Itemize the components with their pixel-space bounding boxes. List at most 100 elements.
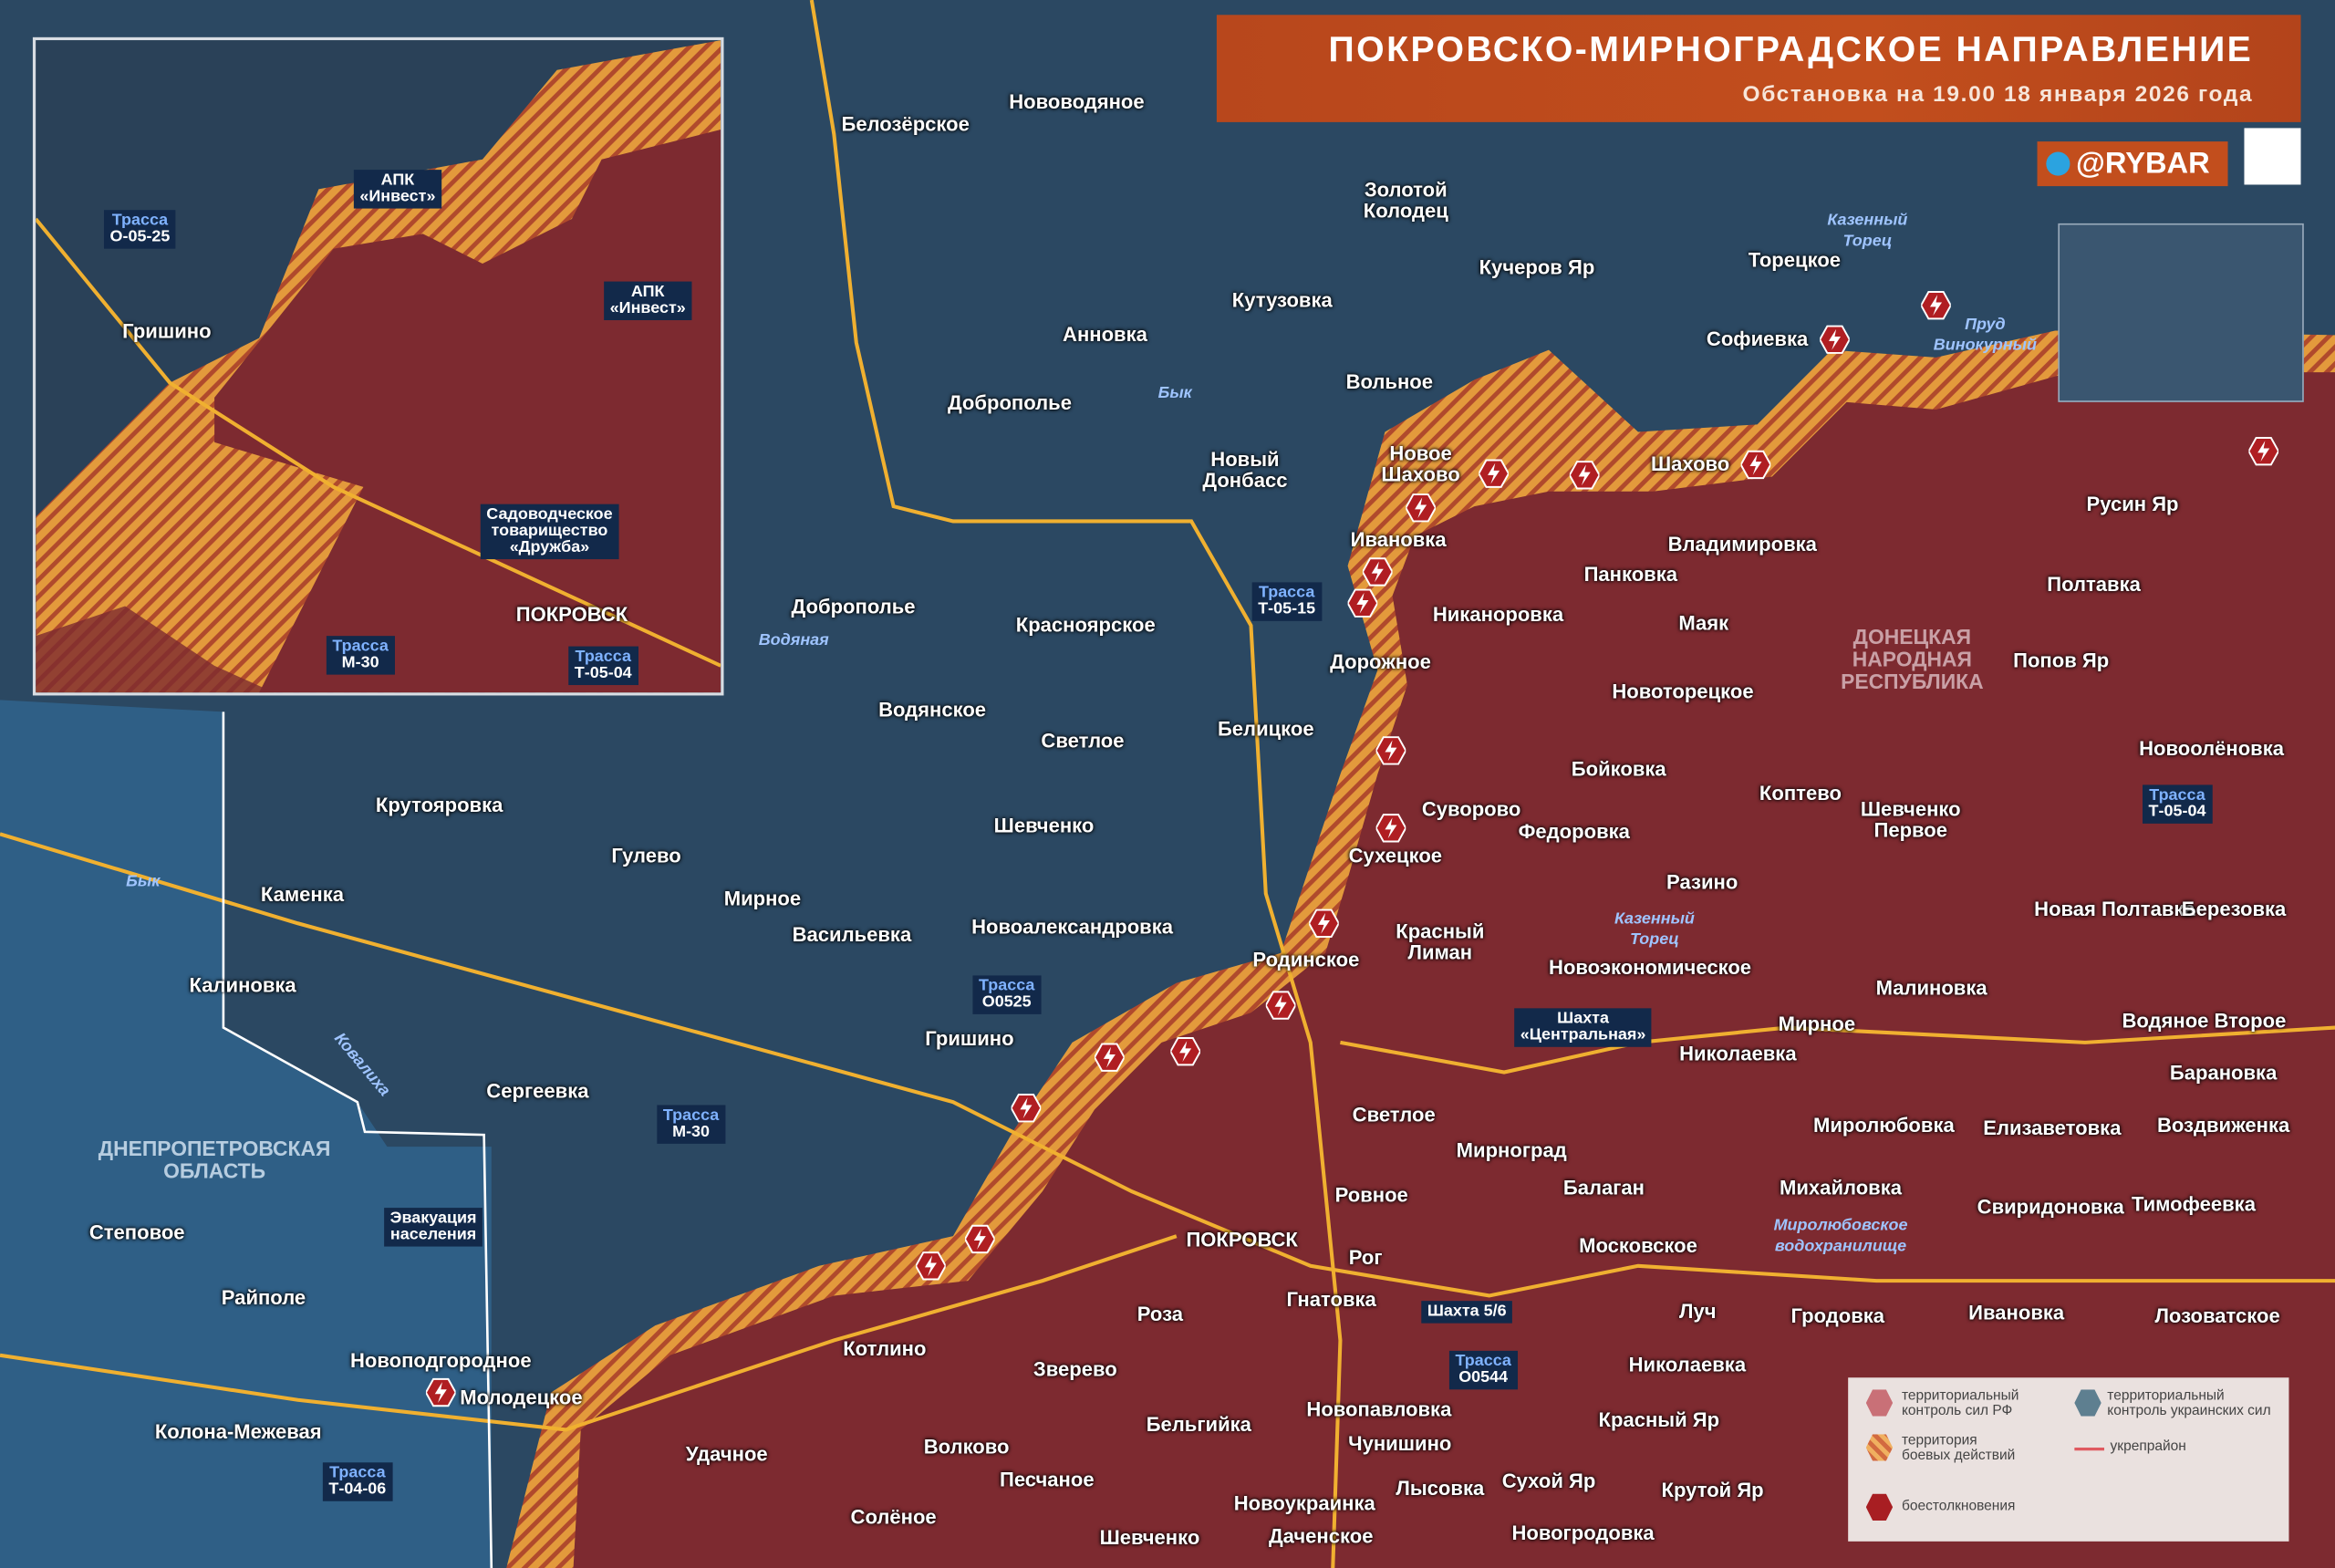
- place-label: Светлое: [1352, 1103, 1436, 1127]
- inset-territory: [36, 40, 721, 693]
- route-badge: Трасса О0544: [1448, 1350, 1518, 1390]
- place-label: Чунишино: [1348, 1432, 1452, 1456]
- legend-rf: территориальный контроль сил РФ: [1901, 1387, 2019, 1419]
- clash-icon: [1865, 1493, 1894, 1521]
- clash-icon: [2247, 436, 2280, 466]
- place-label: Гришино: [122, 320, 212, 343]
- place-label: Кучеров Яр: [1479, 255, 1595, 279]
- clash-icon: [1568, 461, 1601, 491]
- place-label: Никаноровка: [1432, 603, 1564, 626]
- route-badge: Трасса М-30: [657, 1105, 725, 1144]
- place-label: Зверево: [1033, 1358, 1117, 1381]
- place-label: Удачное: [685, 1443, 768, 1466]
- clash-icon: [1478, 459, 1510, 489]
- place-label: Березовка: [2181, 898, 2287, 921]
- place-label: Гришино: [925, 1027, 1014, 1051]
- place-label: Молодецкое: [460, 1386, 583, 1409]
- badge-value: Т-04-06: [328, 1480, 387, 1499]
- clash-icon: [1361, 557, 1394, 587]
- badge-label: Трасса: [662, 1106, 720, 1125]
- route-badge: Трасса Т-05-04: [568, 646, 638, 686]
- badge-value: АПК «Инвест»: [609, 283, 686, 317]
- clash-icon: [424, 1377, 457, 1407]
- place-label: Суворово: [1421, 798, 1521, 821]
- place-label: Доброполье: [947, 391, 1072, 414]
- clash-icon: [1375, 813, 1407, 843]
- combat-zone-swatch: [1865, 1434, 1894, 1461]
- badge-label: Трасса: [978, 977, 1035, 995]
- map-subtitle: Обстановка на 19.00 18 января 2026 года: [1742, 81, 2254, 108]
- badge-value: Шахта «Центральная»: [1520, 1009, 1646, 1044]
- river-label: Бык: [1157, 384, 1192, 402]
- place-label: Водянское: [878, 698, 987, 722]
- place-label: Мирное: [1778, 1012, 1856, 1035]
- place-label: Красный Яр: [1598, 1408, 1720, 1432]
- place-label: Миролюбовка: [1812, 1114, 1955, 1137]
- place-label: Крутой Яр: [1661, 1479, 1764, 1501]
- badge-label: Трасса: [1258, 584, 1315, 602]
- place-label: Софиевка: [1706, 327, 1809, 350]
- clash-icon: [1375, 736, 1407, 766]
- legend-fort: укрепрайон: [2110, 1438, 2186, 1456]
- place-label: Нововодяное: [1009, 90, 1145, 114]
- place-label: ПОКРОВСК: [515, 603, 628, 626]
- place-label: Ивановка: [1968, 1301, 2065, 1324]
- place-label: Каменка: [260, 883, 345, 906]
- legend-combat: территория боевых действий: [1901, 1432, 2016, 1464]
- river-label: Водяная: [758, 631, 829, 649]
- place-label: Шахово: [1650, 452, 1730, 475]
- place-label: Маяк: [1678, 612, 1729, 635]
- badge-label: Трасса: [575, 648, 631, 666]
- region-label-dnipro: ДНЕПРОПЕТРОВСКАЯ ОБЛАСТЬ: [98, 1136, 331, 1183]
- place-label: Русин Яр: [2086, 493, 2179, 515]
- route-badge: Трасса О0525: [972, 975, 1041, 1014]
- clash-icon: [1169, 1036, 1202, 1066]
- place-label: Владимировка: [1667, 533, 1817, 556]
- clash-icon: [914, 1251, 947, 1281]
- badge-label: Трасса: [1455, 1352, 1511, 1371]
- brand-badge[interactable]: @RYBAR: [2037, 141, 2228, 187]
- badge-value: М-30: [672, 1123, 711, 1141]
- place-label: Анновка: [1063, 323, 1147, 346]
- route-badge: АПК «Инвест»: [604, 281, 692, 321]
- route-badge: Шахта «Центральная»: [1514, 1008, 1652, 1047]
- place-label: Тимофеевка: [2131, 1192, 2256, 1216]
- ua-control-swatch: [2074, 1389, 2102, 1417]
- place-label: Роза: [1136, 1303, 1184, 1326]
- brand-name: @RYBAR: [2075, 147, 2210, 181]
- clash-icon: [1308, 909, 1340, 939]
- place-label: Песчаное: [999, 1468, 1095, 1491]
- badge-label: Трасса: [332, 637, 389, 656]
- place-label: Волково: [923, 1435, 1010, 1459]
- river-label: Миролюбовское водохранилище: [1773, 1216, 1908, 1256]
- place-label: Красноярское: [1015, 613, 1156, 637]
- place-label: Михайловка: [1780, 1176, 1903, 1199]
- place-label: Панковка: [1583, 563, 1678, 586]
- route-badge: Трасса М-30: [326, 636, 395, 675]
- place-label: Коптево: [1759, 782, 1842, 805]
- place-label: Золотой Колодец: [1363, 178, 1448, 223]
- badge-value: Т-05-04: [2148, 803, 2206, 821]
- place-label: Московское: [1579, 1234, 1697, 1257]
- clash-icon: [1346, 588, 1379, 618]
- place-label: Доброполье: [791, 596, 916, 618]
- route-badge: Шахта 5/6: [1421, 1301, 1513, 1324]
- place-label: Разино: [1666, 871, 1738, 894]
- place-label: Попов Яр: [2013, 649, 2110, 672]
- place-label: Райполе: [221, 1286, 306, 1310]
- route-badge: Трасса Т-05-04: [2143, 784, 2212, 824]
- place-label: Воздвиженка: [2156, 1114, 2290, 1137]
- badge-value: Т-05-04: [574, 664, 632, 682]
- place-label: Лысовка: [1396, 1477, 1485, 1501]
- route-badge: Трасса Т-05-15: [1251, 582, 1322, 621]
- badge-value: Садоводческое товарищество «Дружба»: [486, 505, 613, 556]
- rf-control-swatch: [1865, 1389, 1894, 1417]
- place-label: Шевченко: [1099, 1526, 1200, 1550]
- badge-label: Трасса: [111, 211, 169, 230]
- place-label: Вольное: [1345, 370, 1434, 394]
- place-label: Белицкое: [1217, 717, 1314, 741]
- clash-icon: [1093, 1043, 1126, 1073]
